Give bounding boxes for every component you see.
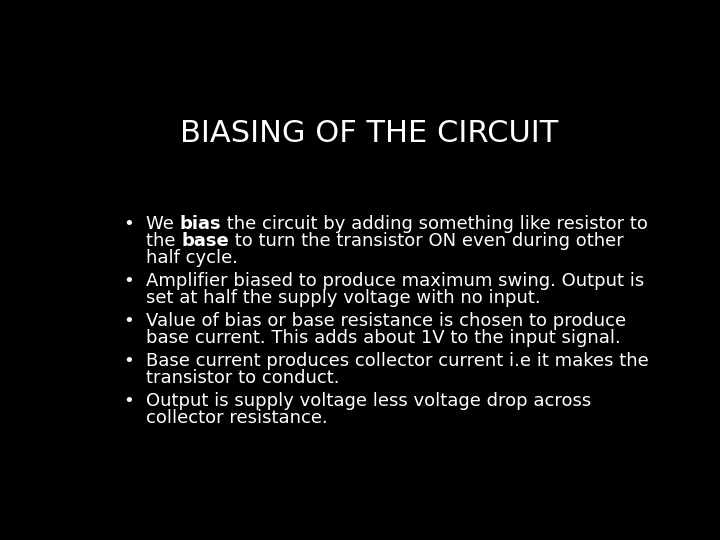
Text: •: • [124,215,135,233]
Text: Value of bias or base resistance is chosen to produce: Value of bias or base resistance is chos… [145,312,626,330]
Text: transistor to conduct.: transistor to conduct. [145,369,339,387]
Text: the circuit by adding something like resistor to: the circuit by adding something like res… [221,215,648,233]
Text: •: • [124,272,135,290]
Text: Output is supply voltage less voltage drop across: Output is supply voltage less voltage dr… [145,392,591,410]
Text: bias: bias [179,215,221,233]
Text: Amplifier biased to produce maximum swing. Output is: Amplifier biased to produce maximum swin… [145,272,644,290]
Text: half cycle.: half cycle. [145,249,238,267]
Text: •: • [124,312,135,330]
Text: set at half the supply voltage with no input.: set at half the supply voltage with no i… [145,289,541,307]
Text: collector resistance.: collector resistance. [145,409,328,427]
Text: the: the [145,232,181,250]
Text: base: base [181,232,229,250]
Text: We: We [145,215,179,233]
Text: •: • [124,392,135,410]
Text: to turn the transistor ON even during other: to turn the transistor ON even during ot… [229,232,624,250]
Text: Base current produces collector current i.e it makes the: Base current produces collector current … [145,352,649,370]
Text: BIASING OF THE CIRCUIT: BIASING OF THE CIRCUIT [180,119,558,148]
Text: base current. This adds about 1V to the input signal.: base current. This adds about 1V to the … [145,329,621,347]
Text: •: • [124,352,135,370]
